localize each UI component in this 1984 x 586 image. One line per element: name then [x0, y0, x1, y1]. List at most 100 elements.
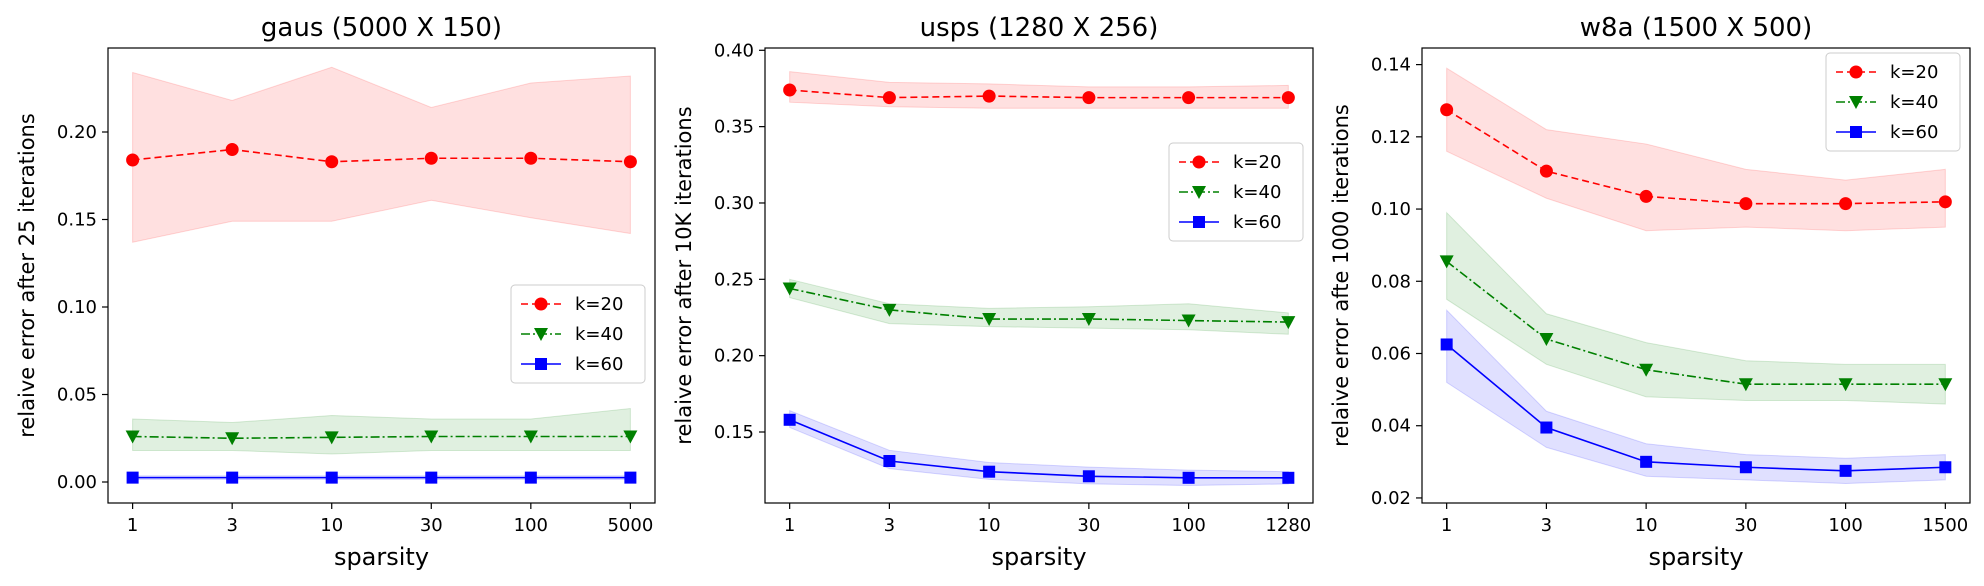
chart-title: w8a (1500 X 500): [1580, 13, 1812, 43]
legend-marker-k=60: [1193, 216, 1205, 228]
x-tick-label: 3: [1541, 515, 1552, 536]
data-point-k=40-10: [1639, 363, 1654, 377]
data-point-k=40-1: [782, 282, 797, 296]
band-k=40: [1446, 211, 1946, 405]
x-tick-label: 30: [1077, 515, 1100, 536]
legend: k=20 k=40 k=60: [1168, 142, 1304, 242]
x-tick-label: 10: [320, 515, 343, 536]
data-point-k=40-10: [982, 313, 997, 327]
x-tick-label: 1280: [1265, 515, 1311, 536]
y-tick-label: 0.02: [1371, 488, 1411, 509]
data-point-k=40-100: [1181, 314, 1196, 328]
x-tick-label: 30: [1734, 515, 1757, 536]
series-line-k=40: [132, 435, 631, 440]
series-line-k=60: [789, 419, 1289, 479]
y-tick-label: 0.20: [714, 346, 754, 367]
x-tick-label: 100: [1828, 515, 1862, 536]
band-k=20: [1446, 67, 1946, 232]
x-tick-label: 1500: [1922, 515, 1968, 536]
x-axis-label: sparsity: [334, 543, 429, 571]
legend-label: k=60: [575, 354, 623, 375]
data-point-k=40-3: [225, 432, 240, 446]
data-point-k=20-100: [1839, 197, 1853, 211]
y-tick-label: 0.06: [1371, 344, 1411, 365]
legend-label: k=40: [1233, 182, 1281, 203]
y-tick-label: 0.15: [57, 210, 97, 231]
x-tick-label: 5000: [607, 515, 653, 536]
series-line-k=20: [1446, 109, 1946, 205]
legend-marker-k=20: [1192, 155, 1206, 169]
legend-label: k=20: [575, 294, 623, 315]
legend-label: k=40: [575, 324, 623, 345]
data-point-k=20-30: [1082, 91, 1096, 105]
axes-frame: [107, 47, 656, 504]
data-point-k=20-30: [424, 151, 438, 165]
legend-label: k=40: [1890, 92, 1938, 113]
y-tick-label: 0.25: [714, 269, 754, 290]
y-tick-label: 0.20: [57, 122, 97, 143]
y-tick-label: 0.10: [57, 297, 97, 318]
y-tick-label: 0.04: [1371, 416, 1411, 437]
data-point-k=20-1: [126, 153, 140, 167]
y-tick-label: 0.15: [714, 422, 754, 443]
legend-label: k=20: [1233, 152, 1281, 173]
panel-1: 1 3 10 30 100 5000 0.00 0.05 0.10 0.15 0.20 gaus (5…: [15, 13, 656, 571]
data-point-k=40-30: [1081, 313, 1096, 327]
legend-label: k=60: [1233, 212, 1281, 233]
data-point-k=40-3: [1539, 333, 1554, 347]
y-tick-label: 0.12: [1371, 127, 1411, 148]
series-line-k=60: [1446, 343, 1946, 472]
series-line-k=40: [1446, 260, 1946, 385]
series-line-k=40: [789, 287, 1289, 323]
data-point-k=40-1500: [1938, 378, 1953, 392]
data-point-k=20-3: [225, 143, 239, 156]
data-point-k=60-30: [1739, 461, 1752, 474]
data-point-k=20-100: [524, 151, 538, 165]
y-tick-label: 0.08: [1371, 271, 1411, 292]
data-point-k=40-10: [324, 431, 339, 445]
legend-marker-k=60: [535, 358, 547, 370]
data-point-k=60-10: [983, 465, 996, 478]
data-point-k=20-1500: [1938, 195, 1952, 209]
data-point-k=60-3: [226, 471, 239, 484]
data-point-k=20-30: [1739, 197, 1753, 211]
band-k=20: [132, 66, 631, 243]
y-tick-label: 0.14: [1371, 55, 1411, 76]
legend-label: k=20: [1890, 62, 1938, 83]
data-point-k=60-100: [1182, 471, 1195, 484]
x-tick-label: 30: [420, 515, 443, 536]
data-point-k=40-100: [1838, 378, 1853, 392]
x-tick-label: 1: [784, 515, 795, 536]
data-point-k=60-3: [1540, 421, 1553, 434]
band-k=60: [789, 409, 1289, 486]
data-point-k=20-100: [1182, 91, 1196, 105]
legend-marker-k=60: [1850, 126, 1862, 138]
data-point-k=40-30: [1738, 378, 1753, 392]
y-axis-label: relaive error after 25 iterations: [15, 113, 39, 438]
data-point-k=20-1: [1440, 103, 1454, 117]
legend-label: k=60: [1890, 122, 1938, 143]
data-point-k=40-1280: [1281, 316, 1296, 330]
series-line-k=20: [789, 89, 1289, 99]
panel-2: 1 3 10 30 100 1280 0.15 0.20 0.25 0.30 0.35 0.40 usp…: [672, 13, 1314, 571]
data-point-k=60-1: [126, 471, 139, 484]
data-point-k=20-1: [783, 83, 797, 97]
y-tick-label: 0.35: [714, 117, 754, 138]
data-point-k=20-5000: [623, 155, 637, 169]
legend-marker-k=40: [1192, 186, 1206, 199]
data-point-k=60-30: [1082, 470, 1095, 483]
y-tick-label: 0.05: [57, 385, 97, 406]
data-point-k=60-100: [1839, 464, 1852, 477]
legend-marker-k=40: [534, 328, 548, 341]
data-point-k=60-100: [524, 471, 537, 484]
x-tick-label: 3: [226, 515, 237, 536]
data-point-k=20-10: [982, 89, 996, 103]
y-tick-label: 0.30: [714, 193, 754, 214]
y-tick-label: 0.40: [714, 40, 754, 61]
data-point-k=40-1: [1439, 255, 1454, 269]
legend: k=20 k=40 k=60: [1825, 52, 1961, 152]
band-k=20: [789, 71, 1289, 109]
data-point-k=20-10: [1639, 189, 1653, 203]
band-k=60: [1446, 308, 1946, 485]
band-k=40: [789, 278, 1289, 335]
